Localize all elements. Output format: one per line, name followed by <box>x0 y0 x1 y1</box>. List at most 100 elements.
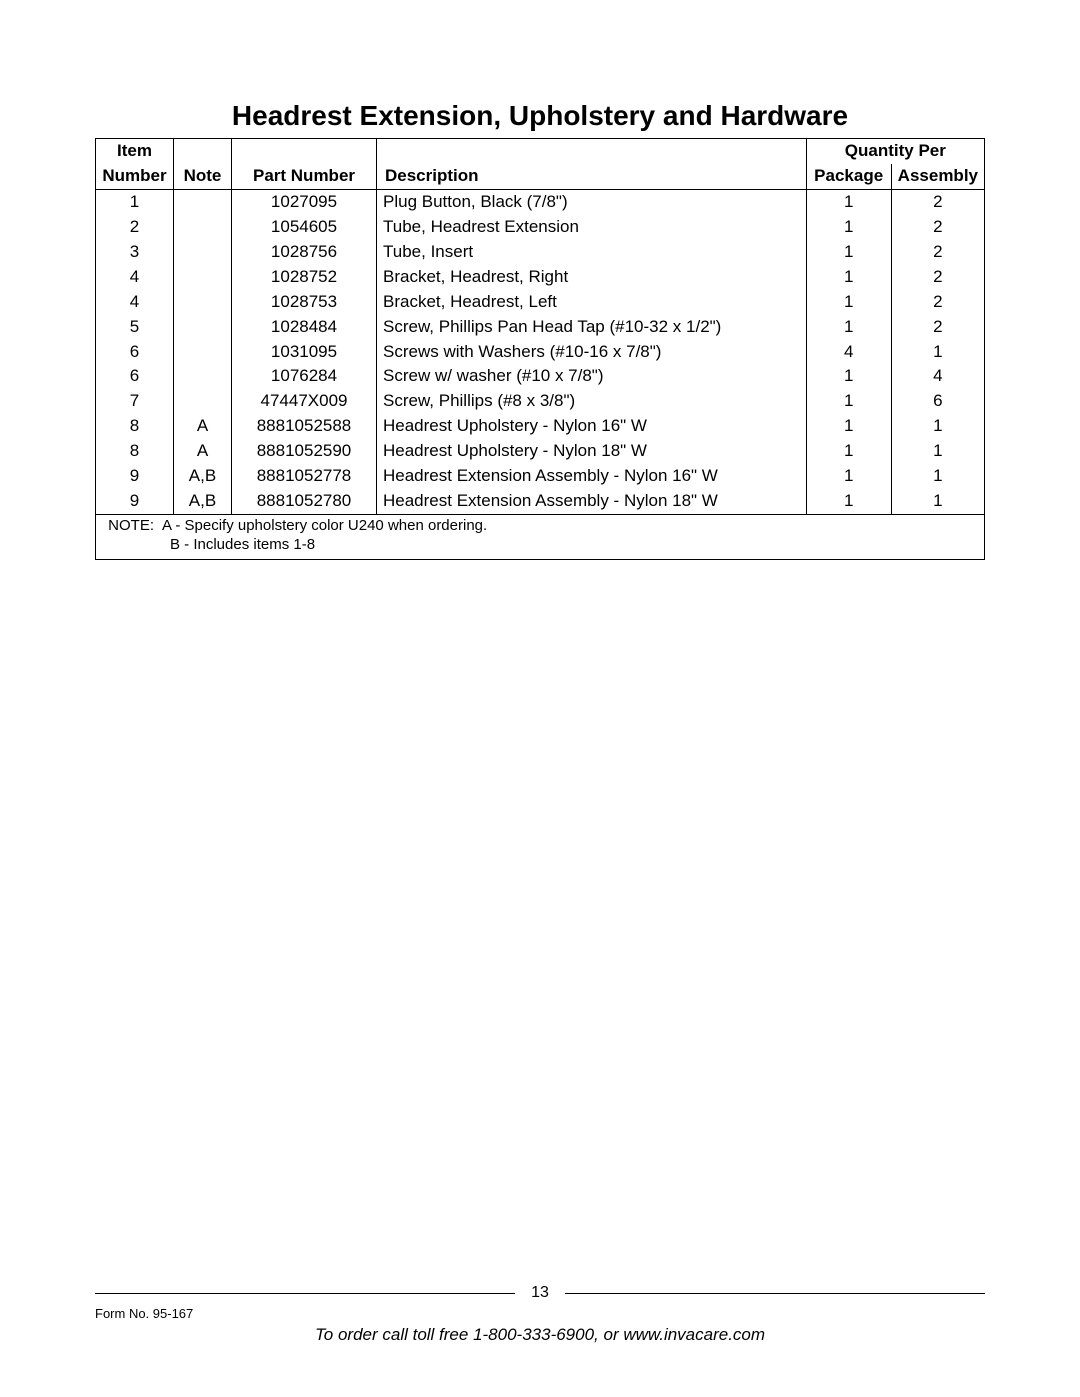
form-number: Form No. 95-167 <box>95 1306 985 1321</box>
cell-note <box>174 364 232 389</box>
cell-part: 1031095 <box>232 340 377 365</box>
cell-pkg: 1 <box>806 265 891 290</box>
cell-desc: Tube, Headrest Extension <box>377 215 807 240</box>
note-b: B - Includes items 1-8 <box>102 536 978 555</box>
table-row: 747447X009Screw, Phillips (#8 x 3/8")16 <box>96 389 985 414</box>
page-title: Headrest Extension, Upholstery and Hardw… <box>95 100 985 132</box>
header-item: Number <box>96 164 174 189</box>
cell-desc: Headrest Extension Assembly - Nylon 16" … <box>377 464 807 489</box>
cell-part: 8881052588 <box>232 414 377 439</box>
cell-desc: Headrest Extension Assembly - Nylon 18" … <box>377 489 807 514</box>
header-desc-top <box>377 139 807 164</box>
cell-asm: 2 <box>891 265 984 290</box>
table-row: 9A,B8881052780Headrest Extension Assembl… <box>96 489 985 514</box>
order-line: To order call toll free 1-800-333-6900, … <box>95 1325 985 1345</box>
cell-part: 1028753 <box>232 290 377 315</box>
parts-table: Item Quantity Per Number Note Part Numbe… <box>95 138 985 560</box>
cell-desc: Screw, Phillips (#8 x 3/8") <box>377 389 807 414</box>
table-row: 9A,B8881052778Headrest Extension Assembl… <box>96 464 985 489</box>
cell-note <box>174 189 232 214</box>
page-footer: 13 Form No. 95-167 To order call toll fr… <box>95 1284 985 1345</box>
cell-item: 7 <box>96 389 174 414</box>
cell-part: 1076284 <box>232 364 377 389</box>
cell-desc: Screw w/ washer (#10 x 7/8") <box>377 364 807 389</box>
cell-note <box>174 240 232 265</box>
cell-note <box>174 340 232 365</box>
cell-note: A <box>174 439 232 464</box>
cell-note <box>174 315 232 340</box>
cell-asm: 2 <box>891 240 984 265</box>
page-number: 13 <box>525 1284 555 1302</box>
cell-asm: 1 <box>891 414 984 439</box>
header-asm: Assembly <box>891 164 984 189</box>
table-row: 21054605Tube, Headrest Extension12 <box>96 215 985 240</box>
cell-note <box>174 265 232 290</box>
cell-note <box>174 389 232 414</box>
cell-item: 6 <box>96 340 174 365</box>
cell-note: A,B <box>174 489 232 514</box>
footer-rule-left <box>95 1293 515 1294</box>
cell-desc: Headrest Upholstery - Nylon 16" W <box>377 414 807 439</box>
cell-item: 9 <box>96 489 174 514</box>
cell-asm: 1 <box>891 489 984 514</box>
cell-asm: 1 <box>891 340 984 365</box>
cell-pkg: 1 <box>806 290 891 315</box>
table-note: NOTE:A - Specify upholstery color U240 w… <box>96 515 985 560</box>
cell-item: 3 <box>96 240 174 265</box>
cell-pkg: 1 <box>806 364 891 389</box>
table-row: 5 1028484Screw, Phillips Pan Head Tap (#1… <box>96 315 985 340</box>
table-row: 6 1076284Screw w/ washer (#10 x 7/8")14 <box>96 364 985 389</box>
cell-asm: 4 <box>891 364 984 389</box>
cell-part: 1028484 <box>232 315 377 340</box>
cell-part: 1027095 <box>232 189 377 214</box>
cell-asm: 2 <box>891 290 984 315</box>
cell-desc: Bracket, Headrest, Left <box>377 290 807 315</box>
header-desc: Description <box>377 164 807 189</box>
cell-item: 4 <box>96 265 174 290</box>
cell-asm: 2 <box>891 315 984 340</box>
cell-pkg: 1 <box>806 389 891 414</box>
cell-pkg: 1 <box>806 414 891 439</box>
table-row: 11027095Plug Button, Black (7/8")12 <box>96 189 985 214</box>
header-part: Part Number <box>232 164 377 189</box>
cell-item: 9 <box>96 464 174 489</box>
cell-desc: Headrest Upholstery - Nylon 18" W <box>377 439 807 464</box>
cell-item: 8 <box>96 414 174 439</box>
header-item-top: Item <box>96 139 174 164</box>
cell-item: 6 <box>96 364 174 389</box>
cell-part: 8881052778 <box>232 464 377 489</box>
cell-part: 8881052590 <box>232 439 377 464</box>
table-row: 8A8881052588Headrest Upholstery - Nylon … <box>96 414 985 439</box>
header-note: Note <box>174 164 232 189</box>
header-qty-group: Quantity Per <box>806 139 984 164</box>
note-a: A - Specify upholstery color U240 when o… <box>162 517 487 536</box>
table-row: 41028752Bracket, Headrest, Right12 <box>96 265 985 290</box>
cell-item: 4 <box>96 290 174 315</box>
footer-rule-right <box>565 1293 985 1294</box>
note-label: NOTE: <box>102 517 162 536</box>
cell-asm: 6 <box>891 389 984 414</box>
header-note-top <box>174 139 232 164</box>
cell-item: 2 <box>96 215 174 240</box>
table-row: 61031095Screws with Washers (#10-16 x 7/… <box>96 340 985 365</box>
cell-pkg: 1 <box>806 439 891 464</box>
cell-desc: Screw, Phillips Pan Head Tap (#10-32 x 1… <box>377 315 807 340</box>
cell-desc: Plug Button, Black (7/8") <box>377 189 807 214</box>
cell-item: 5 <box>96 315 174 340</box>
header-pkg: Package <box>806 164 891 189</box>
cell-asm: 1 <box>891 464 984 489</box>
cell-desc: Tube, Insert <box>377 240 807 265</box>
cell-pkg: 1 <box>806 189 891 214</box>
cell-pkg: 1 <box>806 464 891 489</box>
cell-note <box>174 290 232 315</box>
cell-item: 1 <box>96 189 174 214</box>
cell-pkg: 1 <box>806 215 891 240</box>
cell-pkg: 1 <box>806 315 891 340</box>
cell-pkg: 4 <box>806 340 891 365</box>
table-row: 8A8881052590Headrest Upholstery - Nylon … <box>96 439 985 464</box>
cell-note: A <box>174 414 232 439</box>
cell-asm: 2 <box>891 189 984 214</box>
cell-asm: 1 <box>891 439 984 464</box>
cell-part: 1054605 <box>232 215 377 240</box>
table-row: 4 1028753Bracket, Headrest, Left12 <box>96 290 985 315</box>
